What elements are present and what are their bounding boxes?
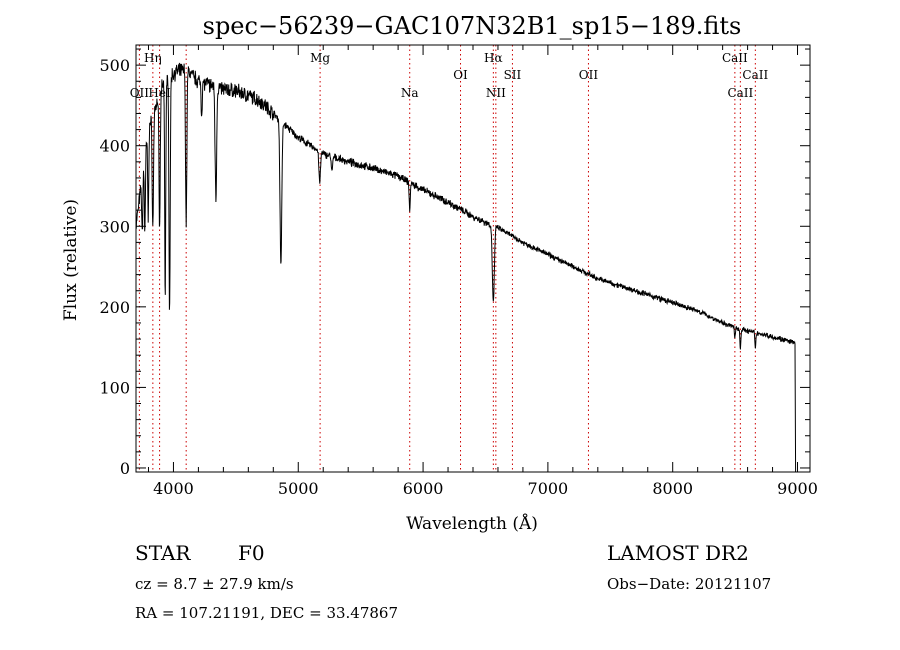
x-axis-label: Wavelength (Å) — [406, 513, 538, 534]
line-label: Na — [401, 86, 419, 100]
x-tick-label: 6000 — [403, 479, 444, 498]
y-tick-label: 0 — [120, 459, 130, 478]
x-axis-ticks: 4000 5000 6000 7000 8000 9000 — [147, 45, 818, 498]
line-label: OI — [453, 68, 468, 82]
redshift-cz: cz = 8.7 ± 27.9 km/s — [135, 575, 294, 593]
line-label: OII — [130, 86, 150, 100]
line-label: NII — [486, 86, 506, 100]
object-subclass: F0 — [238, 541, 265, 565]
x-tick-label: 4000 — [153, 479, 194, 498]
y-tick-label: 200 — [99, 298, 130, 317]
line-label: Hα — [484, 51, 503, 65]
object-class: STAR — [135, 541, 191, 565]
coordinates: RA = 107.21191, DEC = 33.47867 — [135, 604, 399, 622]
x-tick-label: 7000 — [528, 479, 569, 498]
line-label: OII — [579, 68, 599, 82]
spectrum-line — [135, 62, 797, 473]
x-tick-label: 9000 — [777, 479, 818, 498]
chart-title: spec−56239−GAC107N32B1_sp15−189.fits — [203, 12, 742, 40]
line-label: HeI — [148, 86, 171, 100]
line-label: SII — [504, 68, 522, 82]
y-axis-ticks: 0 100 200 300 400 500 — [99, 48, 810, 478]
x-tick-label: 8000 — [652, 479, 693, 498]
y-tick-label: 500 — [99, 56, 130, 75]
line-label: Mg — [310, 51, 330, 65]
line-label: Hη — [144, 51, 162, 65]
line-label: CaII — [742, 68, 768, 82]
y-axis-label: Flux (relative) — [61, 199, 81, 321]
x-tick-label: 5000 — [278, 479, 319, 498]
y-tick-label: 100 — [99, 378, 130, 397]
line-label: CaII — [722, 51, 748, 65]
observation-date: Obs−Date: 20121107 — [607, 575, 772, 593]
survey-name: LAMOST DR2 — [607, 541, 749, 565]
plot-frame — [135, 44, 811, 473]
y-tick-label: 300 — [99, 217, 130, 236]
y-tick-label: 400 — [99, 137, 130, 156]
line-label: CaII — [727, 86, 753, 100]
spectral-line-markers — [138, 45, 756, 472]
